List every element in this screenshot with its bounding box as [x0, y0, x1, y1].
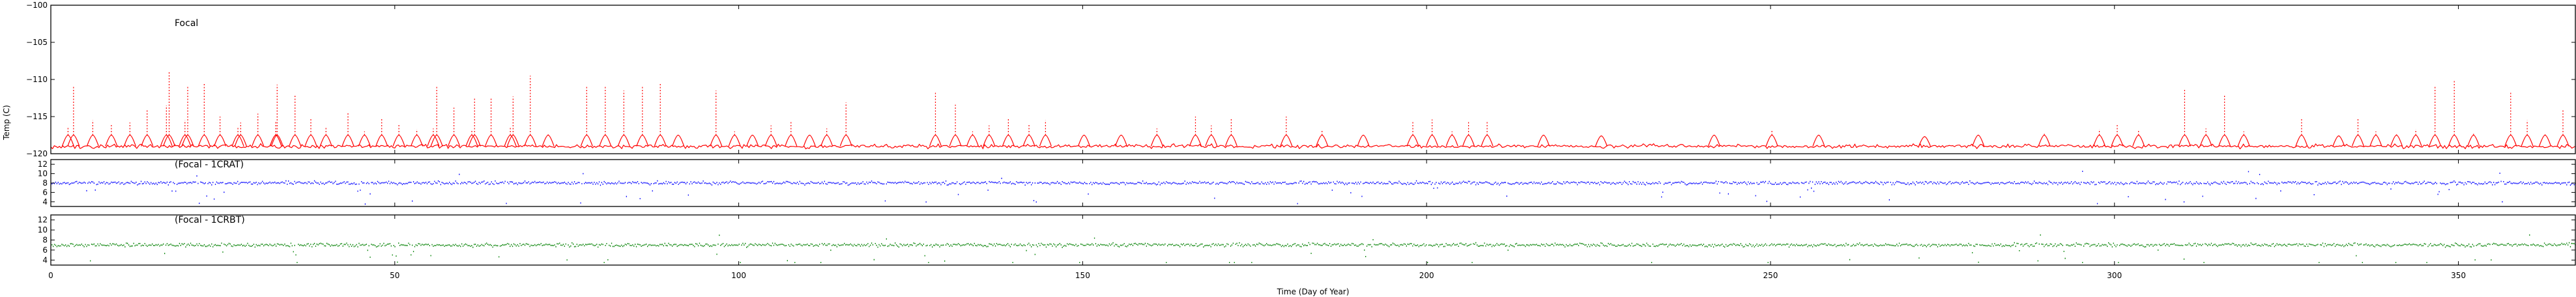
crbt-scatter-points [51, 234, 2576, 263]
y-tick-label: 6 [42, 246, 48, 255]
focal-hump [1357, 134, 1370, 147]
focal-hump [1537, 134, 1550, 147]
focal-hump [1595, 135, 1608, 147]
focal-temperature-panel: −120 −115 −110 −105 −100 Focal Temp (C) [2, 1, 2576, 158]
y-tick-label: 10 [38, 225, 48, 234]
y-tick-label: 12 [38, 160, 48, 169]
crat-panel-title: (Focal - 1CRAT) [175, 160, 244, 170]
crat-scatter-points [51, 171, 2576, 205]
x-tick-label: 300 [2107, 271, 2122, 280]
focal-hump [1114, 134, 1128, 147]
focal-panel-title: Focal [175, 18, 198, 29]
focal-hump [2332, 135, 2345, 147]
y-axis-label: Temp (C) [2, 105, 11, 141]
focal-series-layer [50, 5, 2576, 154]
x-tick-label: 250 [1763, 271, 1778, 280]
x-tick-label: 350 [2451, 271, 2466, 280]
focal-y-axis: −120 −115 −110 −105 −100 [26, 1, 2575, 158]
x-axis: 0 50 100 150 200 250 300 350 [48, 271, 2466, 280]
y-tick-label: 4 [42, 255, 48, 264]
focal-hump [1972, 134, 1985, 147]
y-tick-label: −115 [26, 112, 48, 121]
y-tick-label: 6 [42, 188, 48, 197]
y-tick-label: −120 [26, 149, 48, 158]
focal-hump [1707, 134, 1720, 147]
focal-hump [803, 134, 816, 147]
y-tick-label: 8 [42, 178, 48, 188]
y-tick-label: 8 [42, 236, 48, 245]
x-tick-label: 200 [1419, 271, 1434, 280]
y-tick-label: −105 [26, 38, 48, 47]
x-tick-label: 50 [390, 271, 399, 280]
focal-hump [1077, 134, 1091, 147]
y-tick-label: −110 [26, 75, 48, 84]
x-tick-label: 100 [731, 271, 746, 280]
focal-baseline-line [50, 143, 2576, 150]
y-tick-label: −100 [26, 1, 48, 10]
focal-hump [1918, 136, 1931, 147]
y-tick-label: 4 [42, 197, 48, 206]
x-tick-label: 150 [1075, 271, 1090, 280]
y-tick-label: 10 [38, 169, 48, 178]
focal-hump [746, 134, 759, 147]
x-axis-label: Time (Day of Year) [1277, 287, 1350, 296]
crbt-series-layer [50, 215, 2576, 265]
x-tick-label: 0 [48, 271, 53, 280]
focal-hump [672, 134, 685, 147]
y-tick-label: 12 [38, 216, 48, 225]
crat-series-layer [50, 160, 2576, 206]
crbt-panel-title: (Focal - 1CRBT) [175, 215, 245, 225]
focal-hump [1812, 134, 1825, 147]
